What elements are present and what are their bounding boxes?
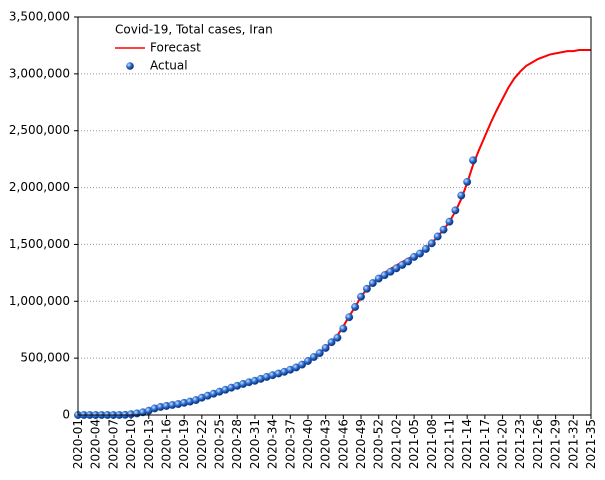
x-tick-label: 2020-40 bbox=[301, 419, 315, 469]
x-tick-label: 2021-14 bbox=[460, 419, 474, 469]
y-tick-label: 2,500,000 bbox=[9, 123, 70, 137]
x-tick-label: 2020-43 bbox=[319, 419, 333, 469]
data-point bbox=[386, 267, 395, 276]
data-point bbox=[304, 357, 312, 365]
x-tick-label: 2021-20 bbox=[496, 419, 510, 469]
y-tick-label: 3,000,000 bbox=[9, 66, 70, 80]
y-tick-label: 1,500,000 bbox=[9, 237, 70, 251]
data-point bbox=[351, 303, 360, 311]
data-point bbox=[421, 245, 430, 253]
data-point bbox=[298, 360, 307, 369]
x-tick-label: 2020-52 bbox=[372, 419, 386, 469]
x-tick-label: 2020-13 bbox=[142, 419, 156, 469]
x-tick-label: 2021-08 bbox=[425, 419, 439, 469]
x-tick-label: 2020-07 bbox=[106, 419, 120, 469]
data-point bbox=[469, 156, 478, 165]
x-tick-label: 2020-04 bbox=[89, 419, 103, 469]
data-point bbox=[333, 333, 342, 342]
x-tick-label: 2020-10 bbox=[124, 419, 138, 469]
legend: Forecast Actual bbox=[115, 41, 201, 73]
x-tick-label: 2020-16 bbox=[159, 419, 173, 469]
x-tick-label: 2020-46 bbox=[336, 419, 350, 469]
x-tick-label: 2020-37 bbox=[283, 419, 297, 469]
data-point bbox=[362, 284, 371, 293]
data-point bbox=[410, 252, 419, 261]
data-point bbox=[457, 191, 466, 200]
data-point bbox=[357, 292, 365, 301]
x-tick-label: 2021-35 bbox=[584, 419, 598, 469]
x-tick-label: 2020-19 bbox=[177, 419, 191, 469]
x-tick-label: 2020-34 bbox=[266, 419, 280, 469]
data-point bbox=[451, 206, 460, 215]
x-tick-label: 2021-05 bbox=[407, 419, 421, 469]
x-tick-label: 2021-32 bbox=[566, 419, 580, 469]
y-tick-label: 3,500,000 bbox=[9, 10, 70, 24]
plot-area: 0 500,000 1,000,000 1,500,000 2,000,000 2,500… bbox=[9, 10, 598, 470]
data-point bbox=[315, 349, 324, 357]
legend-label: Forecast bbox=[150, 41, 201, 55]
data-point bbox=[439, 225, 448, 234]
data-point bbox=[374, 274, 383, 283]
legend-label: Actual bbox=[150, 59, 188, 73]
y-tick-label: 500,000 bbox=[20, 351, 70, 365]
data-point bbox=[398, 260, 407, 269]
data-point bbox=[404, 257, 413, 266]
data-point bbox=[392, 264, 401, 273]
forecast-line bbox=[78, 48, 591, 416]
data-point bbox=[433, 232, 442, 241]
data-point bbox=[309, 353, 318, 361]
data-point bbox=[416, 249, 424, 258]
x-tick-label: 2020-28 bbox=[230, 419, 244, 469]
data-point bbox=[368, 279, 377, 288]
data-point bbox=[321, 343, 330, 352]
data-point bbox=[380, 271, 389, 280]
chart-title: Covid-19, Total cases, Iran bbox=[115, 23, 273, 37]
x-tick-label: 2021-17 bbox=[478, 419, 492, 469]
legend-swatch bbox=[126, 62, 134, 70]
x-tick-label: 2020-31 bbox=[248, 419, 262, 469]
data-point bbox=[345, 313, 354, 322]
x-tick-label: 2020-22 bbox=[195, 419, 209, 469]
data-point bbox=[339, 324, 348, 333]
x-tick-label: 2020-01 bbox=[71, 419, 85, 469]
x-tick-label: 2020-25 bbox=[213, 419, 227, 469]
x-tick-label: 2021-11 bbox=[442, 419, 456, 469]
plot-frame bbox=[77, 16, 592, 416]
x-tick-label: 2021-02 bbox=[389, 419, 403, 469]
data-point bbox=[327, 338, 336, 347]
data-point bbox=[463, 177, 472, 186]
x-tick-label: 2021-23 bbox=[513, 419, 527, 469]
y-tick-label: 1,000,000 bbox=[9, 294, 70, 308]
y-tick-label: 2,000,000 bbox=[9, 180, 70, 194]
x-tick-label: 2021-26 bbox=[531, 419, 545, 469]
x-tick-label: 2021-29 bbox=[549, 419, 563, 469]
data-point bbox=[427, 239, 436, 248]
y-tick-label: 0 bbox=[62, 408, 70, 422]
data-point bbox=[445, 217, 454, 226]
x-tick-label: 2020-49 bbox=[354, 419, 368, 469]
